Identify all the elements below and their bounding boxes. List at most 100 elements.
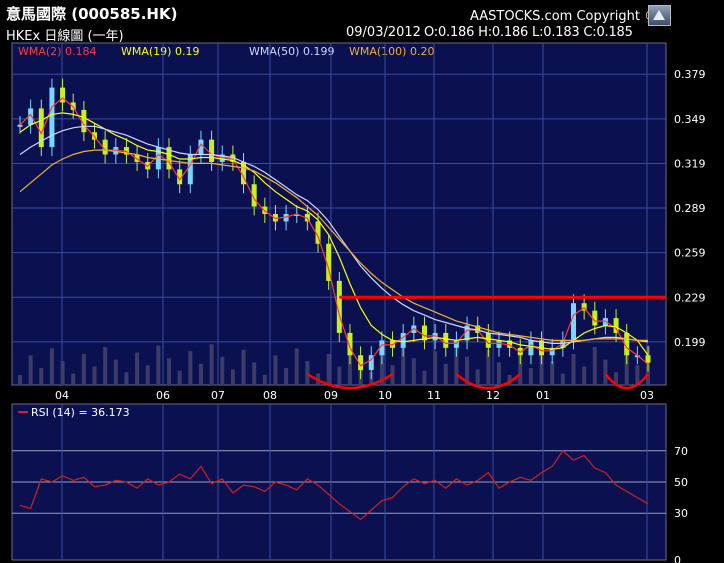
volume-bar: [284, 368, 289, 385]
volume-bar: [273, 355, 278, 385]
volume-bar: [177, 370, 182, 385]
support-arc: [306, 372, 394, 390]
candle-body: [347, 332, 353, 356]
price-y-tick-label: 0.199: [674, 336, 706, 349]
candle-body: [283, 214, 289, 222]
volume-bar: [209, 344, 214, 385]
moving-average-line: [19, 112, 649, 356]
candle-body: [475, 325, 481, 333]
volume-bar: [18, 375, 22, 385]
volume-bar: [262, 375, 267, 385]
candle-body: [81, 109, 87, 133]
price-x-tick-label: 08: [263, 389, 277, 402]
volume-bar: [145, 365, 150, 385]
candle-body: [38, 108, 44, 148]
volume-bar: [486, 349, 491, 385]
price-y-tick-label: 0.259: [674, 247, 706, 260]
candle-body: [549, 347, 555, 356]
candle-body: [358, 355, 364, 371]
volume-bar: [528, 368, 533, 385]
candle-body: [528, 340, 534, 356]
volume-bar: [81, 354, 86, 385]
chart-title: 意馬國際 (000585.HK): [6, 5, 178, 23]
volume-bar: [167, 358, 172, 385]
candle-body: [400, 332, 406, 348]
volume-bar: [113, 359, 118, 385]
ohlc-values: O:0.186 H:0.186 L:0.183 C:0.185: [424, 25, 633, 40]
candle-body: [432, 332, 438, 341]
volume-bar: [454, 344, 459, 385]
volume-bar: [28, 355, 33, 385]
volume-bar: [92, 366, 97, 385]
quote-date: 09/03/2012: [346, 25, 421, 40]
candle-body: [453, 340, 459, 348]
volume-bar: [49, 348, 54, 385]
candle-body: [17, 124, 23, 127]
volume-bar: [475, 369, 480, 385]
candle-body: [496, 340, 502, 348]
volume-bar: [198, 363, 203, 385]
volume-bar: [294, 348, 299, 385]
candle-body: [390, 340, 396, 348]
volume-bar: [230, 369, 235, 385]
volume-bar: [582, 366, 587, 385]
moving-average-line: [19, 125, 649, 344]
candle-body: [155, 147, 161, 170]
volume-bar: [156, 345, 161, 385]
volume-bar: [305, 361, 310, 385]
volume-bar: [518, 355, 523, 385]
candle-body: [613, 318, 619, 333]
candle-body: [592, 310, 598, 326]
candle-body: [581, 303, 587, 311]
price-y-tick-label: 0.229: [674, 291, 706, 304]
price-x-tick-label: 10: [378, 389, 392, 402]
candle-body: [560, 340, 566, 348]
volume-bar: [39, 368, 44, 385]
candle-body: [251, 184, 257, 207]
candle-body: [219, 154, 225, 162]
volume-bar: [592, 347, 597, 385]
volume-bar: [379, 352, 384, 385]
volume-bar: [624, 352, 629, 385]
candle-body: [507, 340, 513, 348]
candle-body: [123, 147, 129, 155]
rsi-y-tick-label: 50: [674, 476, 688, 489]
volume-bar: [103, 347, 108, 385]
candle-body: [198, 139, 204, 155]
price-y-tick-label: 0.349: [674, 113, 706, 126]
volume-bar: [539, 348, 544, 385]
volume-bar: [401, 345, 406, 385]
candle-body: [28, 108, 34, 125]
candle-body: [315, 221, 321, 244]
volume-bar: [60, 361, 65, 385]
volume-bar: [326, 354, 331, 385]
candle-body: [421, 325, 427, 341]
support-arc: [455, 373, 522, 390]
price-x-tick-label: 09: [324, 389, 338, 402]
price-y-tick-label: 0.289: [674, 202, 706, 215]
volume-bar: [411, 358, 416, 385]
volume-bar: [433, 351, 438, 385]
volume-bar: [337, 366, 342, 385]
rsi-y-tick-label: 70: [674, 445, 688, 458]
candle-body: [102, 139, 108, 155]
volume-bar: [635, 365, 640, 385]
legend-entry: WMA(50) 0.199: [249, 45, 334, 58]
volume-bar: [571, 354, 576, 385]
volume-bar: [422, 370, 427, 385]
candle-body: [241, 161, 247, 185]
candle-body: [209, 139, 215, 162]
rsi-label: RSI (14) = 36.173: [31, 406, 130, 419]
volume-bar: [188, 351, 193, 385]
rsi-y-tick-label: 0: [674, 554, 681, 563]
candle-body: [304, 214, 310, 222]
volume-bar: [71, 373, 76, 385]
price-x-tick-label: 01: [536, 389, 550, 402]
candle-body: [166, 147, 172, 170]
copyright-text: AASTOCKS.com Copyright ©: [470, 9, 658, 24]
volume-bar: [220, 356, 225, 385]
candle-body: [443, 332, 449, 348]
candle-body: [336, 280, 342, 333]
